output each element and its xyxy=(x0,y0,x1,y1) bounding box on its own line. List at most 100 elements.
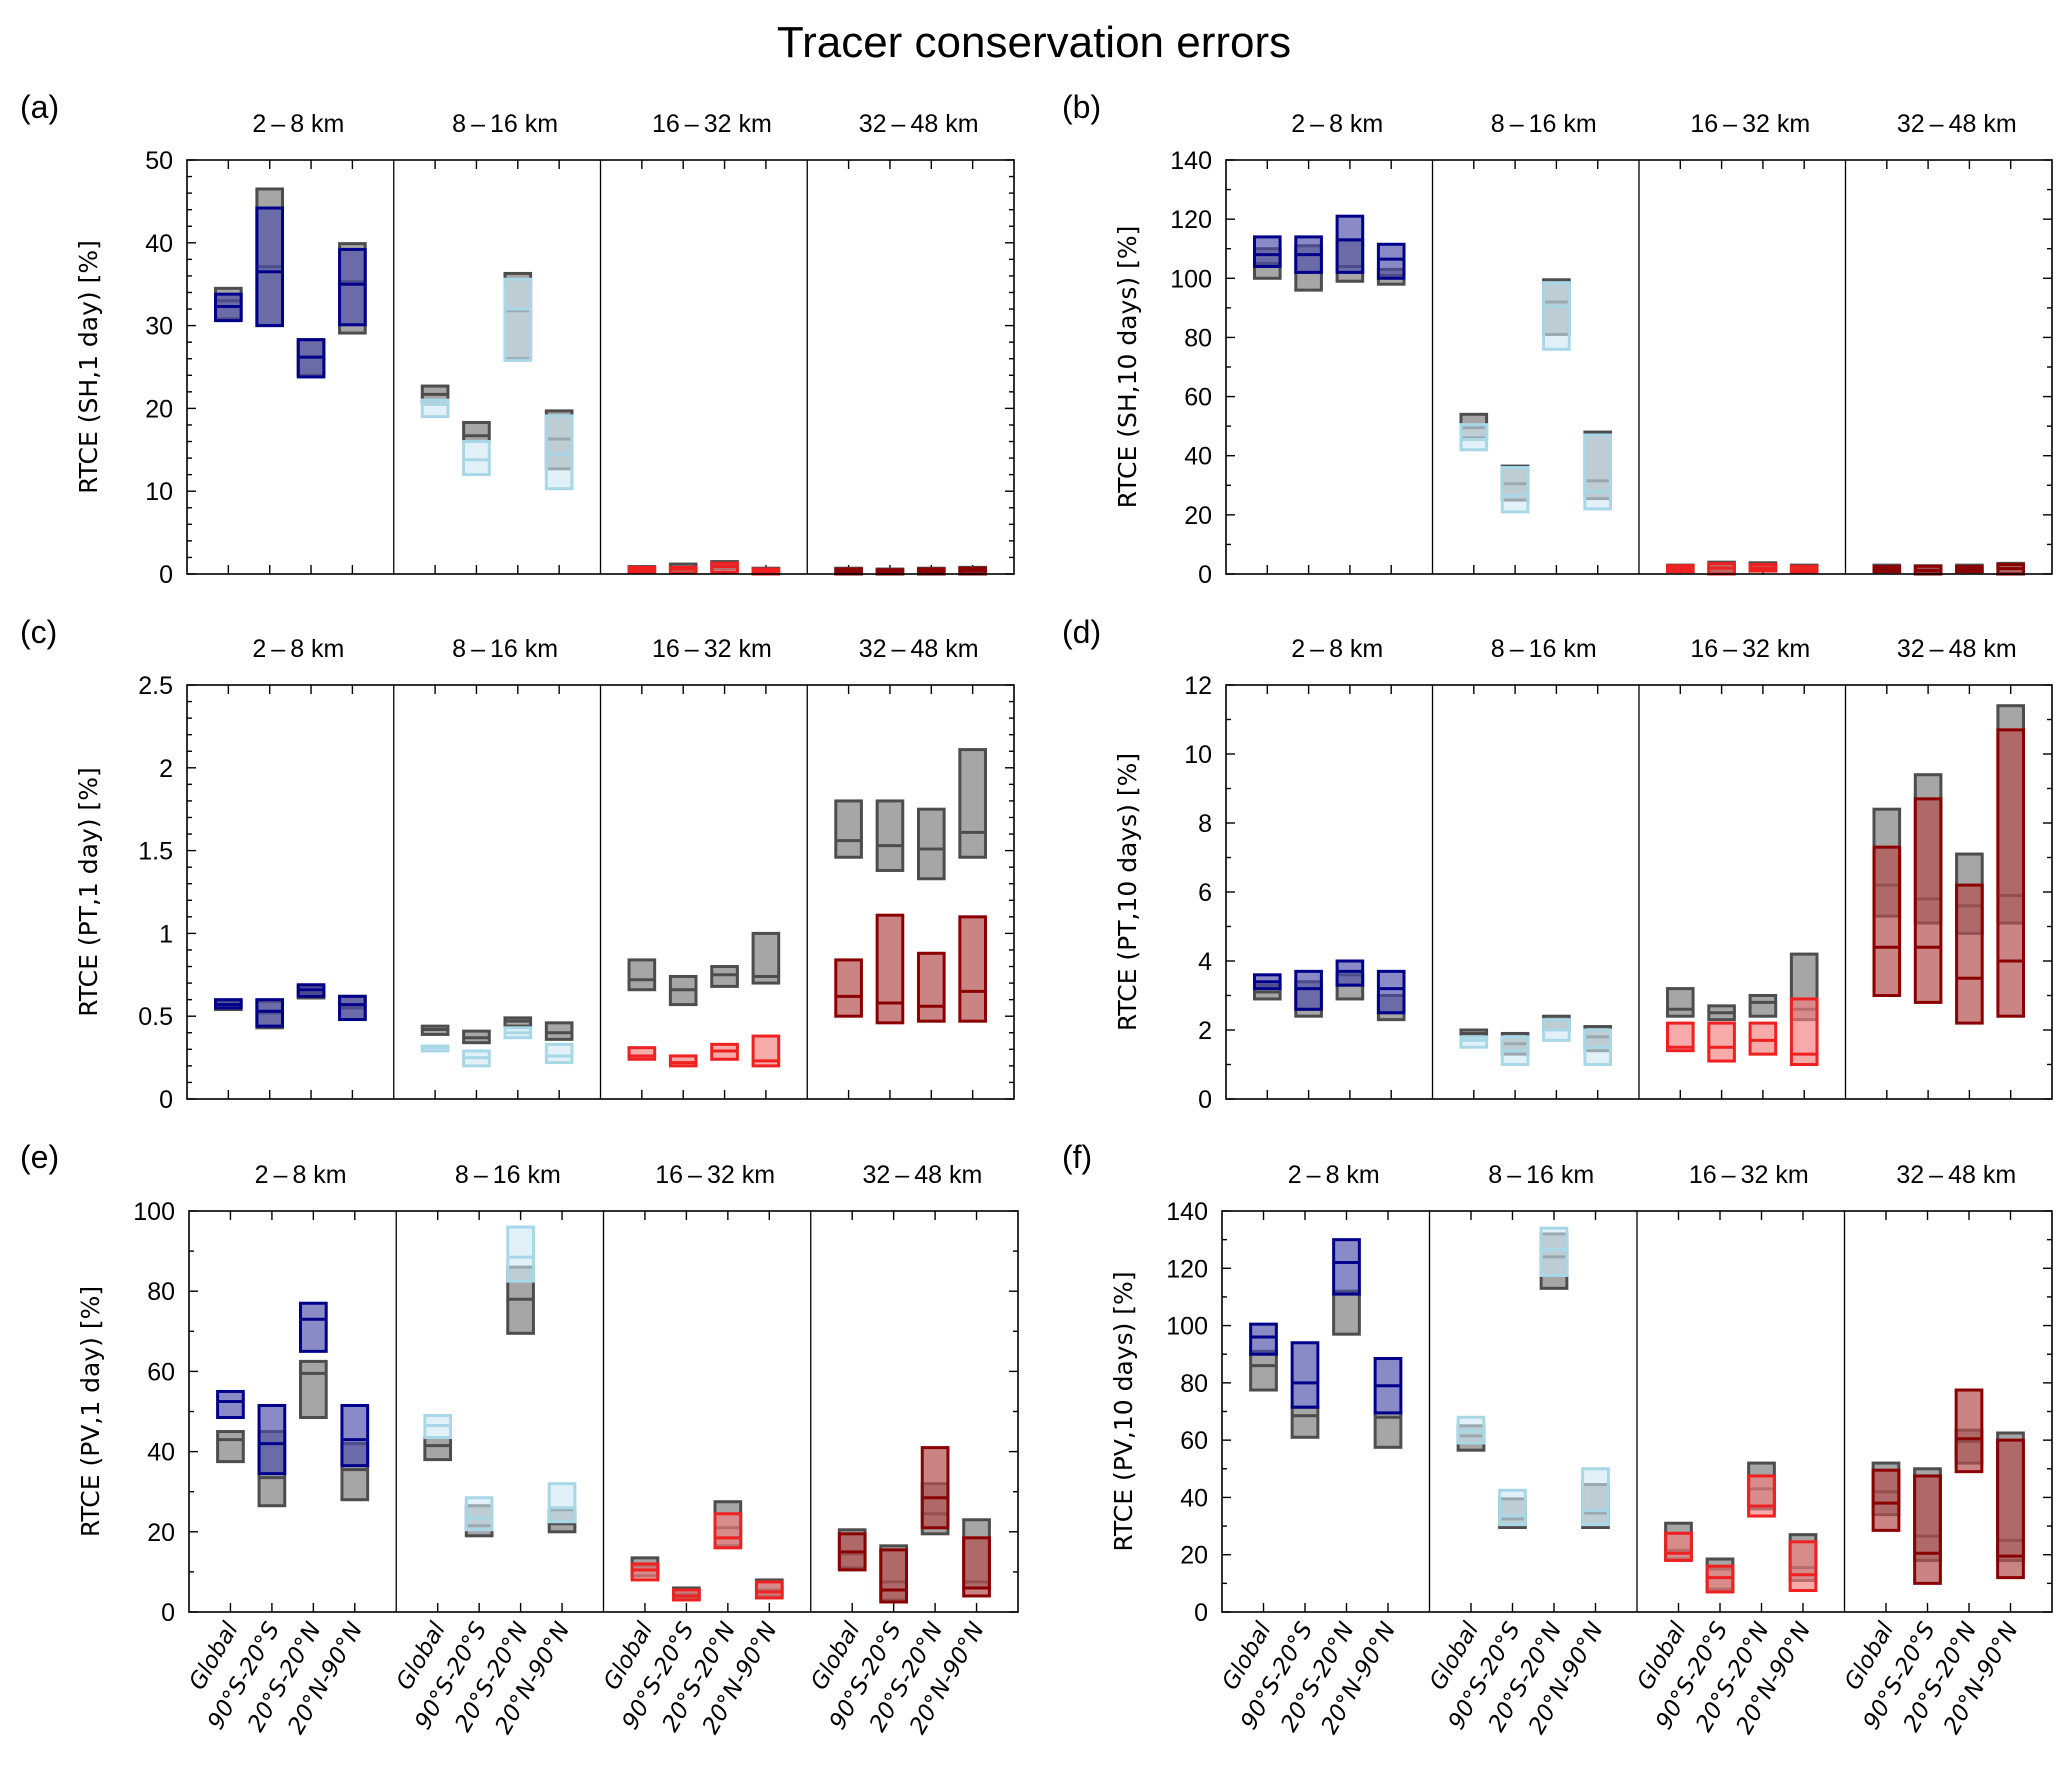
box-pair xyxy=(1459,1028,1489,1049)
box-pair xyxy=(1996,1431,2025,1580)
colored-box xyxy=(420,398,450,419)
box-pair xyxy=(627,565,657,574)
box-pair xyxy=(1955,563,1984,574)
group-header: 2 – 8 km xyxy=(252,635,344,663)
box-pair xyxy=(1459,412,1489,452)
panel-label: (d) xyxy=(1062,614,1101,650)
box-pair xyxy=(214,286,243,323)
colored-box xyxy=(544,1042,574,1065)
box-pair xyxy=(672,1586,701,1602)
box-pair xyxy=(1664,1521,1693,1562)
box-pair xyxy=(1373,1357,1403,1449)
y-tick-label: 140 xyxy=(1170,147,1212,175)
colored-box xyxy=(1707,1021,1736,1063)
colored-box xyxy=(340,1403,370,1468)
box-pair xyxy=(462,420,491,477)
group-header: 2 – 8 km xyxy=(1288,1161,1380,1189)
box-pair xyxy=(462,1029,491,1068)
plot-frame xyxy=(1225,159,2053,575)
group-header: 16 – 32 km xyxy=(655,1161,775,1189)
box-pair xyxy=(1996,704,2026,1018)
colored-box xyxy=(462,440,491,477)
gray-box xyxy=(875,799,905,872)
box-pair xyxy=(1748,561,1778,573)
box-pair xyxy=(296,983,326,1000)
panel-e: (e) 2 – 8 km 8 – 16 km 16 – 32 km 32 – 48 km… xyxy=(20,1139,1019,1739)
colored-box xyxy=(1498,1488,1527,1527)
box-pair xyxy=(1913,564,1943,576)
colored-box xyxy=(547,1482,577,1524)
gray-box xyxy=(462,420,491,444)
box-pair xyxy=(879,1544,908,1604)
colored-box xyxy=(1583,433,1613,511)
figure-title: Tracer conservation errors xyxy=(777,18,1291,67)
box-pair xyxy=(420,384,450,419)
colored-box xyxy=(875,913,905,1025)
box-pair xyxy=(1789,563,1819,575)
box-pair xyxy=(958,748,987,1023)
plot-frame xyxy=(1225,684,2053,1100)
y-tick-label: 1.5 xyxy=(138,838,173,866)
y-axis-label: RTCE (PV,10 days) [%] xyxy=(1109,1271,1138,1551)
gray-box xyxy=(1249,1349,1278,1392)
plot-frame xyxy=(186,159,1015,575)
box-pair xyxy=(338,994,367,1022)
box-pair xyxy=(916,807,946,1023)
box-pair xyxy=(668,974,698,1068)
box-pair xyxy=(1705,1557,1735,1594)
panel-label: (f) xyxy=(1062,1139,1092,1175)
box-pair xyxy=(1872,563,1902,574)
colored-box xyxy=(627,1046,657,1061)
group-header: 32 – 48 km xyxy=(1896,1161,2016,1189)
group-header: 16 – 32 km xyxy=(1689,1161,1809,1189)
y-tick-label: 0 xyxy=(1194,1599,1208,1627)
y-tick-label: 0 xyxy=(159,561,173,589)
y-tick-label: 0 xyxy=(161,1599,175,1627)
colored-box xyxy=(1748,1021,1778,1056)
colored-box xyxy=(338,994,367,1022)
y-tick-label: 120 xyxy=(1166,1255,1208,1283)
colored-box xyxy=(1294,969,1323,1011)
colored-box xyxy=(1539,1226,1569,1277)
plot-frame xyxy=(1221,1210,2053,1613)
group-header: 2 – 8 km xyxy=(255,1161,347,1189)
y-tick-label: 100 xyxy=(133,1198,175,1226)
box-pair xyxy=(1871,1461,1901,1532)
box-pair xyxy=(1249,1322,1278,1392)
y-axis-label: RTCE (PT,10 days) [%] xyxy=(1113,753,1142,1031)
box-pair xyxy=(713,1500,743,1550)
box-pair xyxy=(1581,1467,1610,1530)
gray-box xyxy=(299,1359,328,1420)
y-tick-label: 20 xyxy=(1180,1542,1208,1570)
colored-box xyxy=(1913,797,1943,1004)
box-pair xyxy=(958,565,987,576)
box-pair xyxy=(1583,430,1613,511)
box-pair xyxy=(1913,1467,1942,1585)
panel-label: (a) xyxy=(20,89,59,125)
y-tick-label: 40 xyxy=(1184,443,1212,471)
box-pair xyxy=(1500,1031,1530,1067)
colored-box xyxy=(1335,214,1365,274)
box-pair xyxy=(1788,1533,1818,1593)
group-header: 32 – 48 km xyxy=(859,110,979,138)
box-pair xyxy=(1583,1025,1613,1066)
box-pair xyxy=(1872,807,1902,998)
box-pair xyxy=(1290,1341,1320,1439)
y-tick-label: 4 xyxy=(1198,948,1212,976)
y-tick-label: 12 xyxy=(1184,672,1212,700)
gray-box xyxy=(1290,1405,1320,1439)
box-pair xyxy=(710,560,739,574)
box-pair xyxy=(503,1016,533,1040)
box-pair xyxy=(296,338,326,379)
box-pair xyxy=(1294,969,1323,1018)
box-pair xyxy=(423,1414,453,1462)
y-axis-label: RTCE (PV,1 day) [%] xyxy=(76,1286,105,1537)
gray-box xyxy=(958,748,987,859)
box-pair xyxy=(1498,1488,1527,1530)
y-tick-label: 50 xyxy=(145,147,173,175)
box-pair xyxy=(257,1403,287,1508)
panel-d: (d) 2 – 8 km 8 – 16 km 16 – 32 km 32 – 48 km… xyxy=(1062,614,2053,1114)
y-axis-label: RTCE (SH,1 day) [%] xyxy=(74,240,103,494)
box-pair xyxy=(340,1403,370,1502)
box-pair xyxy=(627,958,657,1061)
